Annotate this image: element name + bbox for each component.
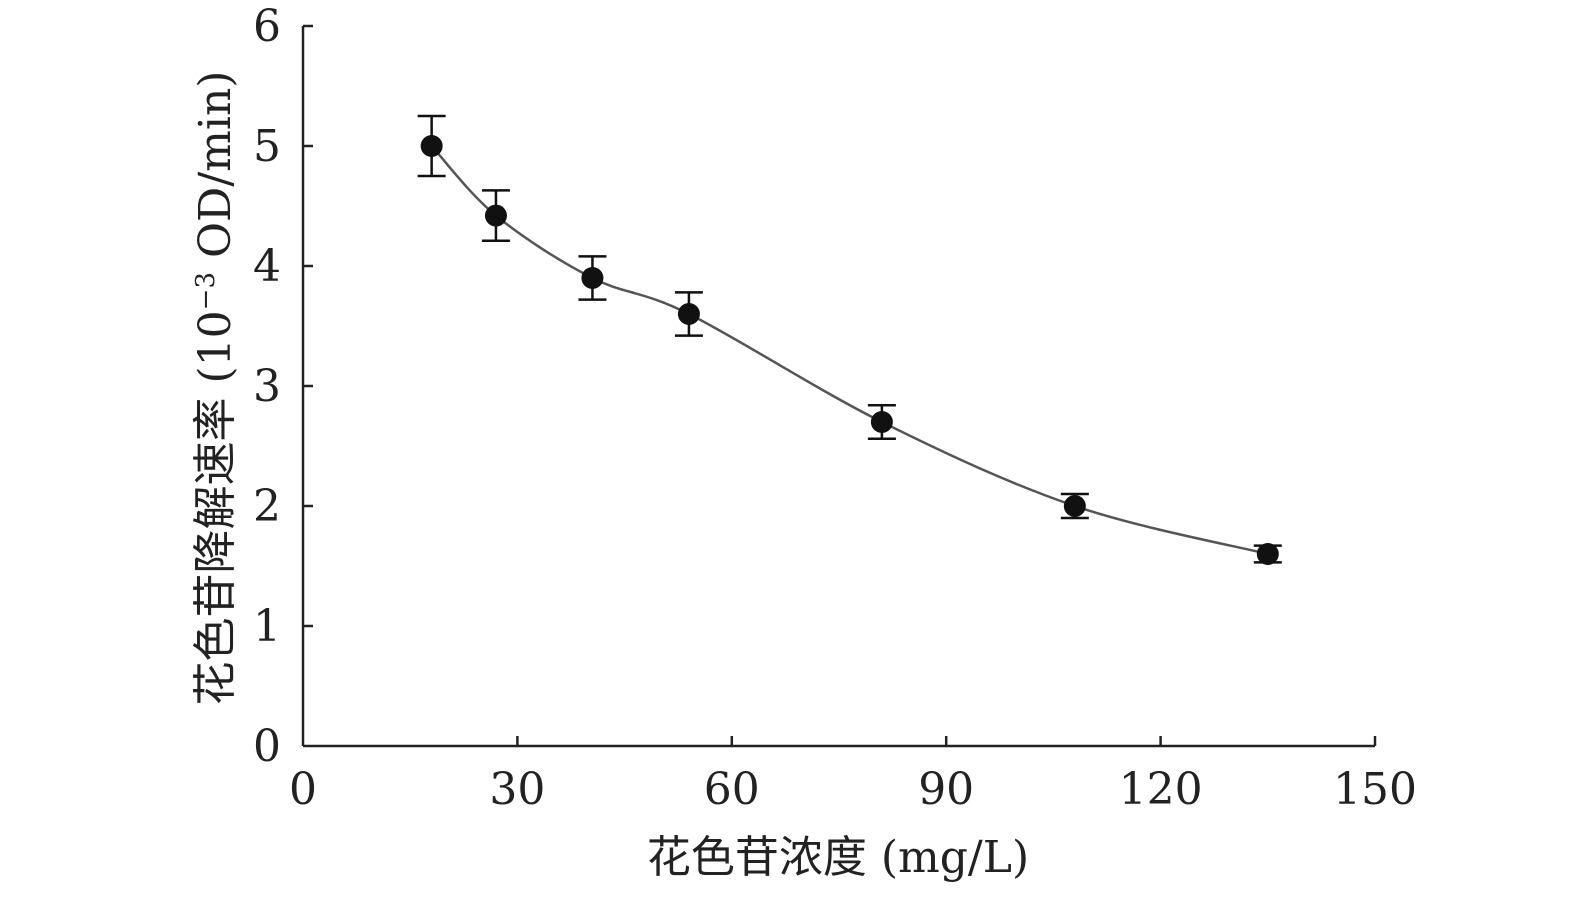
- y-axis-label-unit: OD/min): [190, 71, 241, 272]
- data-point: [1256, 543, 1279, 565]
- y-tick-label: 6: [253, 1, 281, 52]
- data-point: [870, 411, 893, 433]
- x-tick-label: 0: [289, 764, 317, 815]
- y-tick-label: 4: [253, 241, 281, 292]
- data-point: [1063, 495, 1086, 517]
- data-point: [484, 204, 507, 227]
- y-axis-label-exponent: −3: [191, 272, 221, 310]
- y-axis-label-main: 花色苷降解速率 (10: [190, 310, 241, 705]
- y-tick-label: 3: [253, 361, 281, 412]
- data-point: [677, 303, 700, 325]
- axes: [301, 26, 1375, 748]
- y-tick-label: 5: [253, 121, 281, 172]
- y-axis-label: 花色苷降解速率 (10−3 OD/min): [190, 71, 241, 706]
- data-point: [581, 267, 604, 289]
- y-tick-label: 1: [253, 601, 281, 652]
- x-tick-label: 60: [704, 764, 760, 815]
- ticks: 0 30 60 90 120 150 0 1 2 3 4 5 6: [253, 1, 1417, 815]
- series-line: [430, 145, 1269, 556]
- x-tick-label: 120: [1119, 764, 1203, 815]
- x-tick-label: 30: [489, 764, 545, 815]
- data-point: [420, 135, 443, 157]
- error-bars: [417, 114, 1282, 564]
- x-axis-label: 花色苷浓度 (mg/L): [647, 832, 1029, 883]
- x-tick-label: 150: [1333, 764, 1417, 815]
- x-tick-label: 90: [918, 764, 974, 815]
- y-tick-label: 0: [253, 721, 281, 772]
- series-lines: [430, 145, 1269, 556]
- y-tick-label: 2: [253, 481, 281, 532]
- data-points: [420, 135, 1279, 565]
